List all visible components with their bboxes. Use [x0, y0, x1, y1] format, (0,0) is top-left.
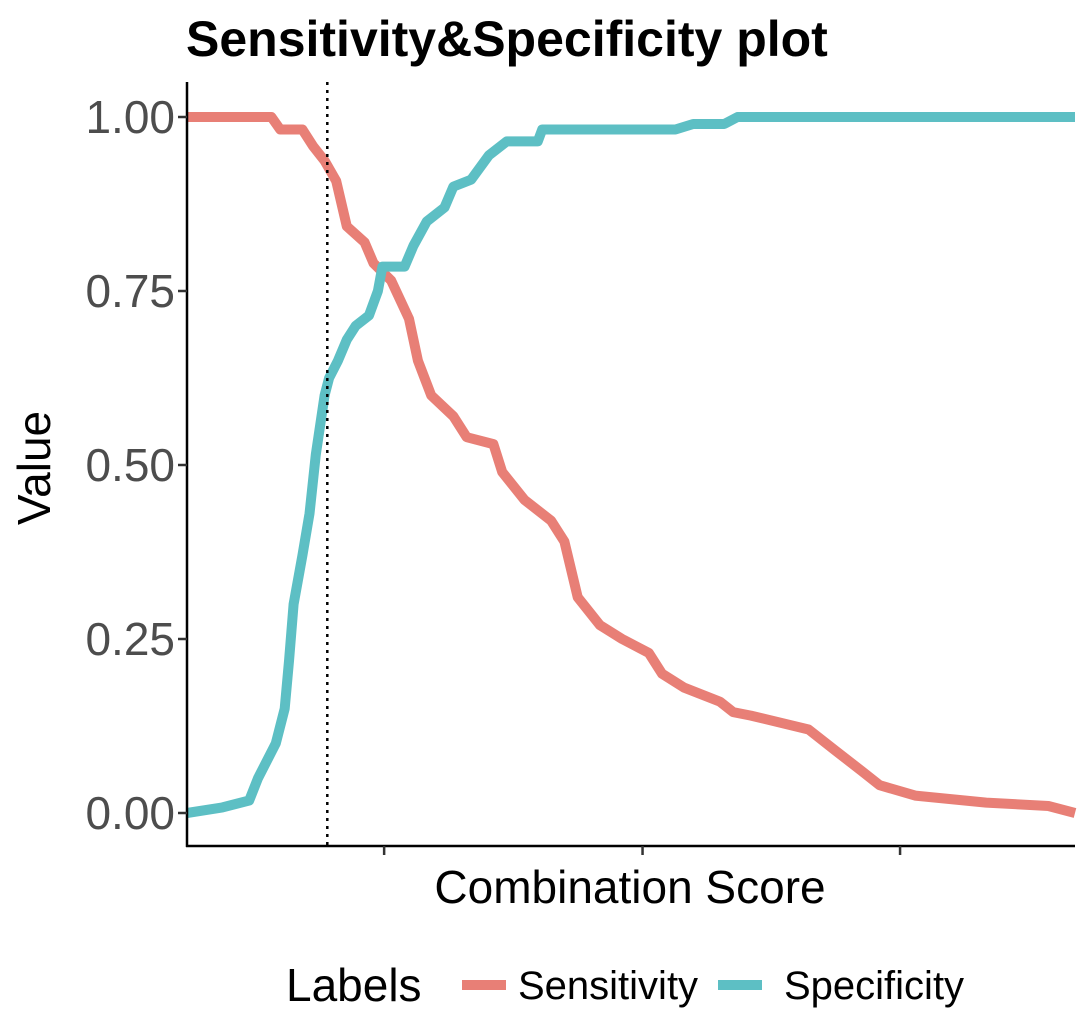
legend-label-specificity: Specificity [784, 964, 964, 1008]
plot-area [186, 82, 1077, 846]
legend-label-sensitivity: Sensitivity [518, 964, 698, 1008]
y-tick-label: 0.75 [85, 265, 175, 317]
y-tick-label: 1.00 [85, 91, 175, 143]
y-axis-title: Value [8, 411, 60, 525]
y-tick-label: 0.00 [85, 787, 175, 839]
axes: 0.00 0.25 0.50 0.75 1.00 [85, 82, 1075, 855]
series-line-specificity [186, 112, 1075, 818]
chart-title: Sensitivity&Specificity plot [186, 11, 828, 67]
y-tick-label: 0.50 [85, 439, 175, 491]
legend-title: Labels [286, 959, 422, 1011]
series-line-sensitivity [187, 112, 1077, 818]
x-axis-title: Combination Score [434, 861, 825, 913]
legend: Labels Sensitivity Specificity [286, 959, 964, 1011]
y-tick-label: 0.25 [85, 613, 175, 665]
